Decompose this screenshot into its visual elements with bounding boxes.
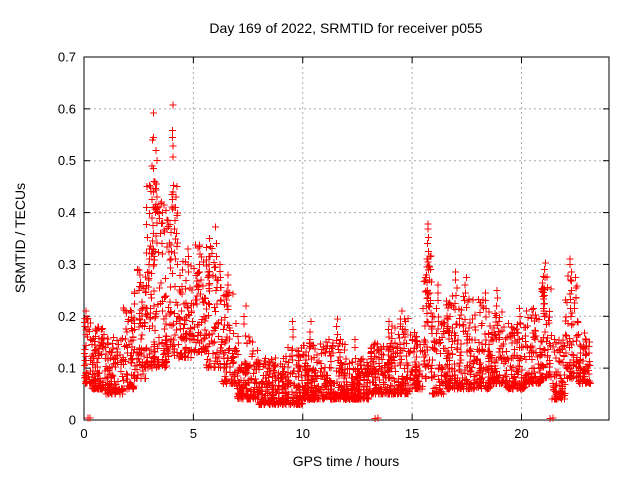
plot-frame bbox=[83, 56, 610, 421]
x-tick-label: 10 bbox=[296, 426, 310, 441]
y-tick-label: 0.7 bbox=[58, 50, 76, 65]
x-axis-label: GPS time / hours bbox=[293, 453, 400, 469]
y-tick-label: 0.2 bbox=[58, 309, 76, 324]
grid-lines bbox=[84, 57, 609, 420]
y-tick-label: 0.3 bbox=[58, 257, 76, 272]
y-tick-label: 0.4 bbox=[58, 205, 76, 220]
y-tick-label: 0.5 bbox=[58, 153, 76, 168]
tick-labels: 0 5 10 15 20 0 0.1 0.2 0.3 0.4 0.5 0.6 0.7 bbox=[58, 50, 529, 442]
x-tick-label: 20 bbox=[514, 426, 528, 441]
y-tick-label: 0.1 bbox=[58, 361, 76, 376]
x-tick-label: 5 bbox=[190, 426, 197, 441]
scatter-points bbox=[81, 101, 594, 422]
y-axis-label: SRMTID / TECUs bbox=[12, 183, 28, 293]
y-tick-label: 0.6 bbox=[58, 101, 76, 116]
y-tick-label: 0 bbox=[69, 413, 76, 428]
axis-ticks bbox=[83, 56, 609, 421]
x-tick-label: 0 bbox=[80, 426, 87, 441]
chart-title: Day 169 of 2022, SRMTID for receiver p05… bbox=[209, 20, 482, 36]
x-tick-label: 15 bbox=[405, 426, 419, 441]
